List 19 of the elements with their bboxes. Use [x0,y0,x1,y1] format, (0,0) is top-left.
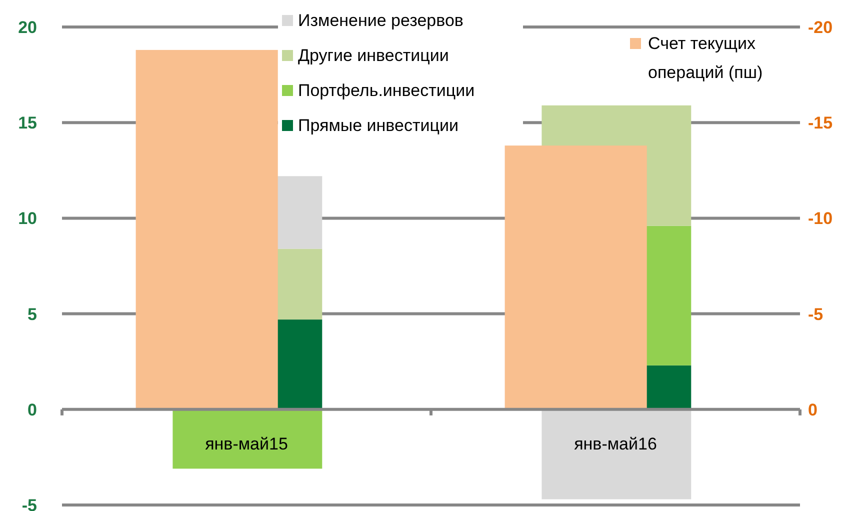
x-tick-label: янв-май15 [205,434,288,454]
legend-label: Изменение резервов [298,11,464,30]
y-tick-label: 0 [28,400,37,420]
y2-tick-label: 0 [808,400,818,420]
legend-label: Счет текущих операций (пш) [648,34,763,82]
x-tick-label: янв-май16 [574,434,657,454]
y-tick-label: 15 [18,114,37,133]
legend-label: Прямые инвестиции [298,116,458,135]
y2-tick-label: -20 [808,18,833,37]
bar [172,409,322,469]
y-tick-label: 5 [28,304,37,324]
y2-tick-label: -10 [808,209,833,228]
legend-label: Другие инвестиции [298,46,449,65]
y2-tick-label: -5 [808,304,824,324]
legend-label: Портфель.инвестиции [298,81,475,100]
y-tick-label: 20 [18,18,37,37]
y2-tick-label: -15 [808,114,833,133]
y-tick-label: 10 [18,209,37,228]
y-tick-label: -5 [22,496,37,511]
